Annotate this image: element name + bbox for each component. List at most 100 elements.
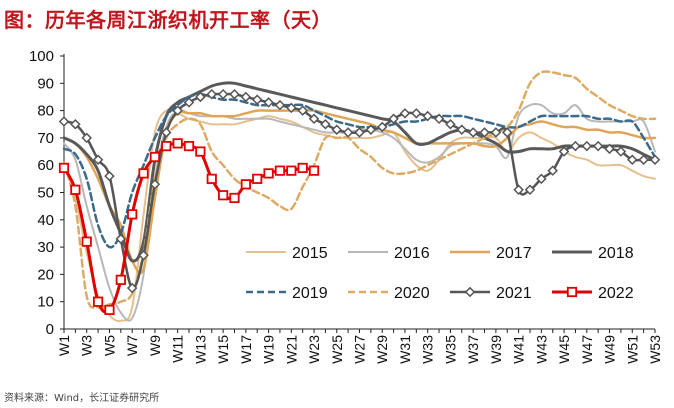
x-tick-label: W17 — [238, 335, 254, 364]
legend-item-2019: 2019 — [246, 285, 328, 302]
data-point-2021 — [376, 121, 388, 133]
x-tick-label: W45 — [556, 335, 572, 364]
data-point-2022 — [229, 192, 240, 204]
x-tick-label: W35 — [442, 335, 458, 364]
legend-label-2017: 2017 — [496, 245, 532, 262]
x-tick-label: W1 — [56, 335, 72, 356]
series-line-2020 — [62, 70, 657, 309]
data-point-2022 — [70, 184, 81, 195]
chart-axes: 0 10 20 30 40 50 60 70 80 90 100 W1 W3 W5 W7 W9 W11 W13 W1… — [29, 48, 663, 364]
legend-label-2015: 2015 — [292, 245, 328, 262]
chart-series-group — [58, 70, 661, 323]
data-point-2022 — [81, 236, 92, 247]
data-point-2021 — [490, 127, 502, 138]
data-point-2022 — [149, 151, 161, 163]
data-point-2021 — [286, 102, 297, 114]
y-tick-label: 50 — [37, 185, 54, 202]
data-point-2021 — [479, 127, 490, 138]
x-tick-label: W23 — [306, 335, 322, 364]
legend-item-2016: 2016 — [348, 245, 430, 262]
y-tick-label: 90 — [37, 75, 54, 92]
data-point-2021 — [399, 108, 411, 119]
x-tick-label: W33 — [420, 335, 436, 364]
data-point-2021 — [161, 127, 172, 138]
x-tick-label: W15 — [215, 335, 231, 364]
data-point-2021 — [81, 132, 92, 144]
data-point-2022 — [297, 162, 308, 174]
legend-item-2021: 2021 — [450, 285, 532, 302]
y-tick-label: 80 — [37, 103, 54, 120]
x-tick-label: W7 — [124, 335, 140, 356]
data-point-2021 — [206, 88, 218, 100]
data-point-2022 — [138, 168, 149, 179]
data-point-2021 — [456, 124, 468, 135]
data-point-2022 — [161, 140, 172, 152]
legend-label-2020: 2020 — [394, 285, 430, 302]
data-point-2021 — [70, 118, 81, 130]
legend-item-2017: 2017 — [450, 245, 532, 262]
data-point-2021 — [558, 146, 570, 157]
data-point-2021 — [649, 154, 661, 166]
legend-marker-2021 — [464, 286, 476, 298]
legend-label-2022: 2022 — [598, 285, 634, 302]
data-point-2022 — [127, 209, 138, 220]
y-tick-label: 100 — [29, 48, 54, 65]
data-point-2021 — [501, 127, 513, 138]
x-tick-label: W47 — [579, 335, 595, 364]
data-point-2021 — [604, 143, 615, 155]
data-point-2021 — [331, 124, 343, 135]
data-point-2021 — [388, 113, 399, 125]
x-tick-label: W13 — [192, 335, 208, 364]
data-point-2021 — [274, 99, 286, 111]
data-point-2022 — [206, 173, 217, 184]
series-2022 — [58, 138, 320, 315]
data-point-2022 — [115, 274, 126, 285]
legend-item-2015: 2015 — [246, 245, 328, 262]
data-point-2022 — [240, 179, 251, 190]
y-tick-label: 10 — [37, 294, 54, 311]
data-point-2022 — [172, 138, 183, 149]
x-tick-label: W5 — [101, 335, 117, 356]
legend-item-2020: 2020 — [348, 285, 430, 302]
data-point-2021 — [104, 170, 115, 182]
x-tick-label: W51 — [624, 335, 640, 364]
data-point-2022 — [58, 162, 70, 174]
legend-item-2018: 2018 — [552, 245, 634, 262]
x-tick-label: W21 — [283, 335, 299, 364]
data-point-2021 — [58, 116, 70, 127]
data-point-2022 — [183, 140, 195, 152]
data-point-2021 — [138, 250, 149, 261]
legend-label-2019: 2019 — [292, 285, 328, 302]
data-point-2021 — [263, 97, 274, 108]
data-point-2021 — [342, 127, 354, 138]
y-tick-label: 40 — [37, 212, 54, 229]
y-tick-label: 0 — [46, 321, 54, 338]
x-tick-label: W53 — [647, 335, 663, 364]
data-point-2021 — [524, 184, 536, 196]
series-line-2021 — [62, 92, 657, 290]
data-point-2022 — [308, 165, 320, 176]
x-tick-label: W41 — [511, 335, 527, 364]
series-2015 — [63, 108, 656, 323]
y-tick-label: 20 — [37, 266, 54, 283]
data-point-2021 — [297, 105, 308, 116]
data-point-2021 — [365, 124, 377, 135]
source-note: 资料来源：Wind，长江证券研究所 — [4, 393, 160, 404]
data-point-2021 — [433, 113, 445, 125]
data-point-2021 — [195, 91, 206, 103]
legend-marker-2022 — [566, 286, 578, 298]
data-point-2021 — [308, 113, 320, 125]
x-tick-label: W31 — [397, 335, 413, 364]
x-tick-label: W9 — [147, 335, 163, 356]
series-2020 — [62, 70, 657, 309]
x-tick-label: W37 — [465, 335, 481, 364]
series-line-2019 — [62, 92, 657, 249]
data-point-2021 — [354, 127, 365, 138]
data-point-2021 — [172, 105, 183, 116]
data-point-2021 — [126, 282, 138, 294]
data-point-2021 — [115, 233, 127, 245]
data-point-2021 — [92, 154, 104, 166]
legend-label-2021: 2021 — [496, 285, 532, 302]
data-point-2022 — [195, 146, 206, 157]
